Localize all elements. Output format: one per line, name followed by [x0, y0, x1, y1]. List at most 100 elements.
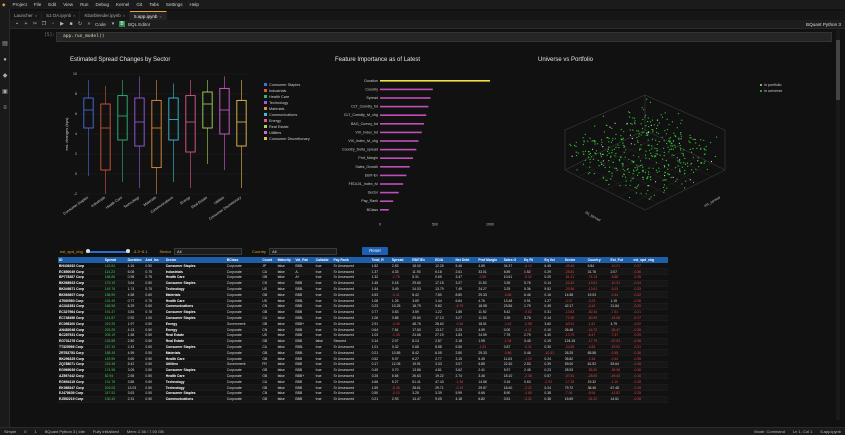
range-slider[interactable] — [85, 249, 130, 253]
box-6[interactable] — [185, 95, 196, 153]
column-header[interactable]: Pay Rank — [332, 257, 371, 263]
column-header[interactable]: Callable — [314, 257, 333, 263]
feature-bar[interactable] — [380, 148, 417, 151]
table-row[interactable]: ZR783753 Corp 188.49 4.59 0.50 Materials Corp… — [58, 349, 668, 357]
table-row[interactable]: AN482048 Corp 215.25 4.13 0.50 Energy Corpora… — [58, 326, 668, 334]
notebook-tab[interactable]: 5.app.ipynb × — [130, 11, 167, 20]
table-row[interactable]: EJ478639 Corp 247.53 3.63 0.50 Consumer Stap… — [58, 390, 668, 397]
legend-item[interactable]: in portfolio — [760, 82, 782, 87]
feature-bar[interactable] — [380, 97, 431, 99]
status-item[interactable]: BQuant Python 3 | Idle — [44, 429, 85, 434]
status-item[interactable]: 1 — [34, 429, 37, 434]
feature-bar[interactable] — [380, 114, 427, 116]
fast-forward-icon[interactable]: » — [87, 21, 91, 27]
column-header[interactable]: Spread — [103, 257, 127, 263]
box-4[interactable] — [151, 99, 162, 169]
menu-item[interactable]: Settings — [165, 2, 183, 7]
table-row[interactable]: BC287531 Corp 205.19 1.58 0.50 Real Estate Co… — [58, 332, 668, 339]
column-header[interactable]: Eq Rt — [523, 257, 544, 263]
country-select[interactable]: All — [269, 248, 338, 255]
close-icon[interactable]: × — [73, 13, 76, 18]
table-row[interactable]: AC341581 Corp 168.58 6.29 0.60 Communication… — [58, 303, 668, 310]
column-header[interactable]: Country — [586, 257, 610, 263]
column-header[interactable]: ED/A — [434, 257, 455, 263]
sector-select[interactable]: All — [174, 248, 243, 255]
box-9[interactable] — [236, 99, 247, 147]
feature-bar[interactable] — [380, 157, 413, 159]
table-row[interactable]: EC098100 Corp 219.28 1.97 0.50 Energy Governm… — [58, 320, 668, 328]
box-1[interactable] — [100, 103, 111, 171]
table-row[interactable]: EG731276 Corp 125.88 2.80 0.60 Real Estate Co… — [58, 338, 668, 345]
column-header[interactable]: BClass — [225, 257, 262, 263]
feature-bar[interactable] — [380, 131, 422, 134]
status-item[interactable]: 5.app.ipynb — [820, 429, 841, 434]
close-icon[interactable]: × — [122, 13, 126, 18]
column-header[interactable]: Maturity — [276, 257, 295, 263]
legend-item[interactable]: Industrials — [264, 88, 310, 93]
menu-item[interactable]: Tabs — [149, 2, 159, 7]
notebook-tab[interactable]: SJ.OA.ipynb × — [42, 11, 81, 20]
table-row[interactable]: BK068923 Corp 179.19 3.64 0.50 Consumer Stap… — [58, 280, 668, 287]
copy-icon[interactable]: ❐ — [41, 21, 47, 27]
notebook-tab[interactable]: Launcher × — [10, 11, 43, 20]
menu-item[interactable]: File — [33, 2, 42, 7]
slider-handle-min[interactable] — [85, 249, 90, 253]
table-row[interactable]: BK063607 Corp 158.59 4.58 0.60 Materials Corp… — [58, 291, 668, 299]
table-row[interactable]: TT325996 Corp 157.34 2.43 0.60 Consumer Stap… — [58, 344, 668, 351]
column-header[interactable]: Count — [261, 257, 277, 263]
feature-bar[interactable] — [380, 88, 433, 91]
table-row[interactable]: EG694115 Corp 131.78 3.85 0.60 Technology Cor… — [58, 378, 668, 386]
table-row[interactable]: EG969039 Corp 174.98 3.05 0.50 Consumer Stap… — [58, 367, 668, 374]
close-icon[interactable]: × — [159, 13, 162, 19]
feature-bar[interactable] — [380, 209, 389, 211]
scrollbar-thumb[interactable] — [836, 40, 840, 100]
folder-icon[interactable]: ▤ — [2, 41, 8, 47]
legend-item[interactable]: Consumer Discretionary — [264, 136, 310, 141]
notebook-tab[interactable]: Kbarblender.ipynb × — [80, 11, 131, 20]
feature-bar[interactable] — [380, 183, 404, 185]
menu-item[interactable]: Edit — [48, 2, 57, 7]
feature-bar[interactable] — [380, 123, 424, 125]
feature-bar[interactable] — [380, 166, 410, 168]
feature-bar[interactable] — [380, 80, 490, 82]
restart-icon[interactable]: ↻ — [77, 21, 83, 27]
legend-item[interactable]: Technology — [264, 100, 310, 105]
feature-bar[interactable] — [380, 174, 407, 177]
stop-icon[interactable]: ■ — [69, 21, 73, 27]
column-header[interactable]: Sector — [563, 257, 587, 263]
paste-icon[interactable]: ▫ — [52, 21, 54, 27]
box-8[interactable] — [219, 87, 230, 135]
table-row[interactable]: EC650049 Corp 114.23 6.08 0.75 Industrials Co… — [58, 268, 668, 276]
table-row[interactable]: EC748496 Corp 141.87 0.92 1.00 Consumer Stap… — [58, 315, 668, 322]
status-item[interactable]: Fully initialized — [92, 429, 119, 434]
slider-handle-max[interactable] — [125, 249, 130, 253]
menu-item[interactable]: Debug — [95, 2, 110, 7]
table-row[interactable]: BH436262 Corp 143.84 4.16 0.50 Consumer Stap… — [58, 263, 668, 270]
bql-icon[interactable]: B — [118, 21, 125, 27]
table-row[interactable]: ZQ788071 Corp 215.48 5.42 0.50 Utilities Gove… — [58, 361, 668, 368]
column-header[interactable]: Net Debt — [454, 257, 478, 263]
status-item[interactable]: Simple — [4, 429, 17, 434]
menu-item[interactable]: Project — [12, 2, 27, 7]
table-row[interactable]: BP778367 Corp 168.86 0.98 0.75 Health Care Co… — [58, 274, 668, 281]
box-2[interactable] — [117, 95, 128, 141]
legend-item[interactable]: Health Care — [264, 94, 310, 99]
feature-bar[interactable] — [380, 200, 394, 202]
column-header[interactable]: Total_R — [370, 257, 391, 263]
save-icon[interactable]: ▪ — [16, 21, 18, 27]
table-row[interactable]: AZ597442 Corp 82.94 2.55 0.50 Health Care Cor… — [58, 373, 668, 380]
menu-item[interactable]: Kernel — [116, 2, 130, 7]
scatter-3d-chart[interactable]: dd_spread est_spread — [555, 95, 735, 225]
table-row[interactable]: EC327964 Corp 191.47 3.84 0.78 Consumer Stap… — [58, 309, 668, 316]
column-header[interactable]: Sales G — [502, 257, 524, 263]
column-header[interactable]: Spread — [390, 257, 412, 263]
vertical-scrollbar[interactable] — [836, 30, 840, 420]
cell-type-select[interactable]: Code — [95, 21, 106, 27]
table-row[interactable]: BK049871 Corp 149.76 1.74 0.75 Technology Cor… — [58, 286, 668, 293]
bql-editor-button[interactable]: BQL Editor — [127, 21, 151, 27]
menu-item[interactable]: Git — [136, 2, 143, 7]
legend-item[interactable]: Utilities — [264, 130, 310, 135]
code-cell[interactable]: app.run_model() — [56, 32, 832, 42]
run-icon[interactable]: ▶ — [60, 21, 64, 27]
box-5[interactable] — [168, 97, 179, 141]
